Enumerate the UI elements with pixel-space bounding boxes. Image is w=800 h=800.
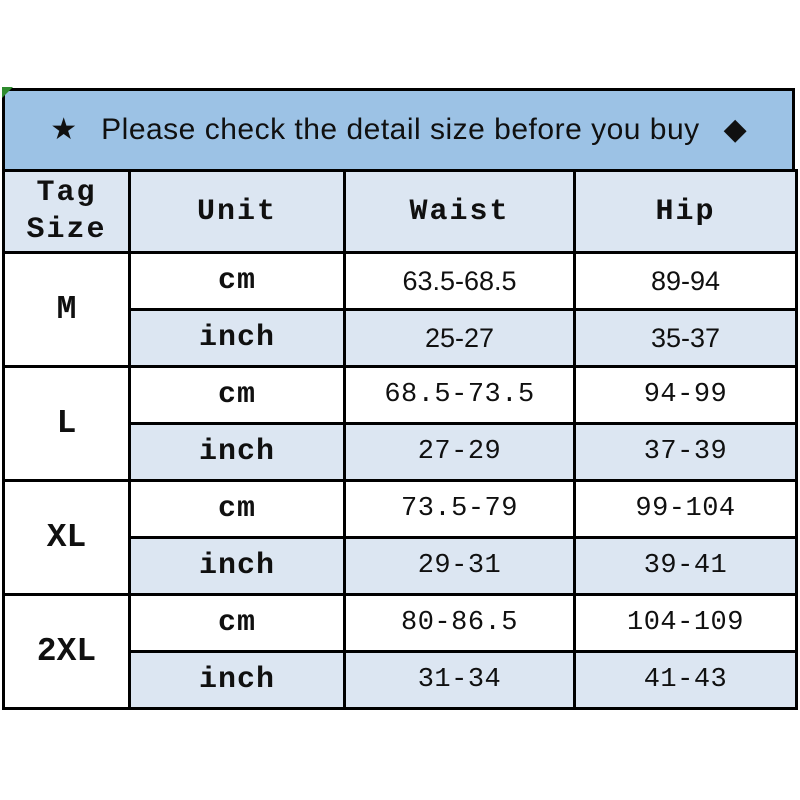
- header-tag-size-line1: Tag: [36, 175, 97, 210]
- size-table: Tag Size Unit Waist Hip M cm 63.5-68.5 8…: [2, 169, 798, 710]
- unit-cell-inch: inch: [128, 308, 346, 368]
- table-row: inch 25-27 35-37: [4, 308, 798, 368]
- waist-value: 73.5-79: [343, 479, 576, 539]
- unit-cell-cm: cm: [128, 479, 346, 539]
- table-row: inch 29-31 39-41: [4, 536, 798, 596]
- size-label-l: L: [2, 365, 131, 482]
- hip-value: 89-94: [573, 251, 798, 311]
- table-row: M cm 63.5-68.5 89-94: [2, 251, 798, 368]
- hip-value: 37-39: [573, 422, 798, 482]
- header-waist: Waist: [343, 169, 576, 254]
- waist-value: 31-34: [343, 650, 576, 710]
- waist-value: 29-31: [343, 536, 576, 596]
- unit-cell-cm: cm: [128, 365, 346, 425]
- notice-banner: ★ Please check the detail size before yo…: [2, 87, 795, 172]
- table-row: 2XL cm 80-86.5 104-109: [2, 593, 798, 710]
- waist-value: 27-29: [343, 422, 576, 482]
- hip-value: 99-104: [573, 479, 798, 539]
- table-header-row: Tag Size Unit Waist Hip: [2, 169, 798, 254]
- header-tag-size: Tag Size: [2, 169, 131, 254]
- waist-value: 68.5-73.5: [343, 365, 576, 425]
- header-unit: Unit: [128, 169, 346, 254]
- hip-value: 39-41: [573, 536, 798, 596]
- hip-value: 94-99: [573, 365, 798, 425]
- unit-cell-inch: inch: [128, 536, 346, 596]
- unit-cell-inch: inch: [128, 650, 346, 710]
- table-row: inch 31-34 41-43: [4, 650, 798, 710]
- size-label-xl: XL: [2, 479, 131, 596]
- hip-value: 41-43: [573, 650, 798, 710]
- unit-cell-cm: cm: [128, 593, 346, 653]
- waist-value: 25-27: [343, 308, 576, 368]
- hip-value: 104-109: [573, 593, 798, 653]
- header-hip: Hip: [573, 169, 798, 254]
- diamond-icon: ◆: [723, 113, 747, 146]
- star-icon: ★: [50, 113, 78, 146]
- table-row: XL cm 73.5-79 99-104: [2, 479, 798, 596]
- unit-cell-cm: cm: [128, 251, 346, 311]
- waist-value: 63.5-68.5: [343, 251, 576, 311]
- waist-value: 80-86.5: [343, 593, 576, 653]
- corner-accent: [2, 87, 13, 98]
- unit-cell-inch: inch: [128, 422, 346, 482]
- table-row: L cm 68.5-73.5 94-99: [2, 365, 798, 482]
- table-row: inch 27-29 37-39: [4, 422, 798, 482]
- size-chart-sheet: ★ Please check the detail size before yo…: [2, 87, 798, 710]
- hip-value: 35-37: [573, 308, 798, 368]
- header-tag-size-line2: Size: [26, 212, 107, 247]
- size-label-m: M: [2, 251, 131, 368]
- size-label-2xl: 2XL: [2, 593, 131, 710]
- banner-text: Please check the detail size before you …: [101, 113, 700, 146]
